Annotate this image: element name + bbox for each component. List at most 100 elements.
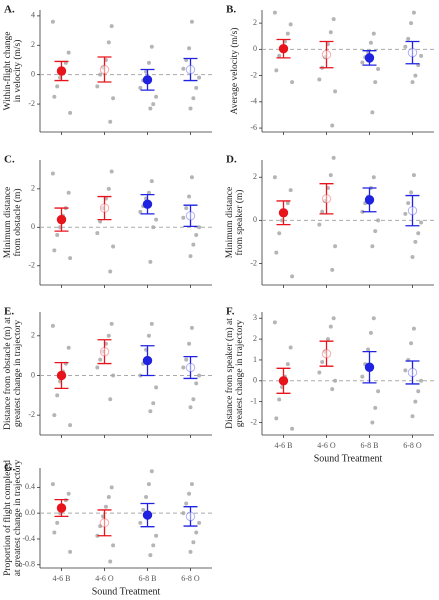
- data-point: [410, 414, 415, 419]
- y-tick-label: 1: [253, 355, 257, 364]
- data-point: [109, 169, 114, 174]
- y-tick-label: -2: [250, 70, 257, 79]
- data-point: [148, 106, 153, 111]
- data-point: [290, 274, 295, 279]
- x-tick-label: 6-8 O: [403, 441, 422, 450]
- data-point: [187, 46, 192, 51]
- data-point: [194, 530, 199, 535]
- mean-marker: [185, 211, 196, 221]
- data-point: [149, 179, 154, 184]
- data-point: [55, 233, 60, 237]
- mean-marker: [278, 376, 289, 386]
- data-point: [370, 110, 375, 115]
- data-point: [373, 405, 378, 410]
- data-point: [416, 231, 421, 236]
- data-point: [290, 80, 295, 85]
- x-tick-label: 6-8 B: [361, 441, 379, 450]
- y-axis-label: Minimum distance: [225, 187, 235, 259]
- data-point: [403, 368, 408, 373]
- data-point: [184, 206, 189, 211]
- mean-marker: [142, 355, 153, 366]
- y-tick-label: -1: [250, 396, 257, 405]
- y-tick-label: 0: [253, 376, 257, 385]
- data-point: [403, 44, 408, 49]
- data-point: [194, 233, 199, 237]
- data-point: [317, 370, 322, 375]
- x-axis-label: Sound Treatment: [314, 453, 383, 464]
- data-point: [376, 67, 381, 72]
- mean-marker: [321, 49, 332, 60]
- data-point: [290, 426, 295, 431]
- data-point: [411, 326, 416, 331]
- mean-marker: [99, 518, 110, 528]
- mean-marker: [142, 75, 153, 85]
- data-point: [111, 543, 116, 548]
- data-point: [111, 244, 116, 249]
- x-tick-label: 6-8 B: [139, 574, 157, 583]
- data-point: [52, 94, 57, 99]
- y-axis-label: Distance from obstacle (m) at: [2, 317, 13, 430]
- data-point: [333, 244, 338, 249]
- data-point: [328, 30, 333, 35]
- data-point: [151, 102, 156, 107]
- data-point: [194, 85, 199, 90]
- data-point: [371, 175, 376, 180]
- data-point: [189, 325, 194, 330]
- data-point: [52, 413, 57, 418]
- data-point: [360, 60, 365, 65]
- y-tick-label: -0.8: [22, 560, 35, 569]
- y-tick-label: 0: [31, 222, 35, 231]
- data-point: [330, 387, 335, 392]
- y-axis-label: greatest change in trajectory: [235, 320, 245, 428]
- data-point: [373, 80, 378, 85]
- y-axis-label: Proportion of flight completed: [2, 460, 13, 576]
- mean-marker: [56, 66, 67, 76]
- data-point: [66, 491, 71, 496]
- data-point: [272, 320, 277, 325]
- data-point: [413, 239, 418, 244]
- data-point: [108, 397, 113, 402]
- mean-marker: [407, 205, 418, 216]
- y-tick-label: -0.4: [22, 534, 35, 543]
- y-tick-label: 2: [253, 18, 257, 27]
- data-point: [109, 24, 114, 29]
- y-axis-label: Within-flight change: [2, 31, 13, 110]
- data-point: [98, 357, 103, 362]
- data-point: [333, 89, 338, 94]
- mean-marker: [185, 64, 196, 75]
- data-point: [320, 209, 325, 214]
- data-point: [285, 362, 290, 367]
- data-point: [370, 420, 375, 425]
- data-point: [50, 482, 55, 487]
- y-tick-label: 0: [31, 70, 35, 79]
- data-point: [154, 385, 159, 390]
- data-point: [50, 323, 55, 328]
- data-point: [111, 373, 116, 378]
- y-tick-label: 0: [253, 215, 257, 224]
- y-tick-label: 3: [253, 313, 257, 322]
- data-point: [191, 242, 196, 247]
- data-point: [108, 559, 113, 564]
- data-point: [146, 333, 151, 338]
- y-tick-label: 0.4: [25, 482, 35, 491]
- data-point: [277, 397, 282, 402]
- y-axis-label: from speaker (m): [234, 190, 245, 256]
- x-tick-label: 4-6 O: [95, 574, 114, 583]
- data-point: [66, 50, 71, 55]
- data-point: [146, 482, 151, 487]
- data-point: [98, 72, 103, 77]
- data-point: [55, 393, 60, 398]
- y-tick-label: 0.0: [25, 508, 35, 517]
- data-point: [285, 31, 290, 36]
- mean-marker: [364, 53, 375, 63]
- data-point: [50, 19, 55, 24]
- data-point: [371, 316, 376, 321]
- data-point: [184, 357, 189, 362]
- data-point: [331, 155, 336, 160]
- mean-marker: [278, 208, 289, 218]
- data-point: [371, 31, 376, 36]
- y-tick-label: 4: [31, 11, 35, 20]
- data-point: [191, 397, 196, 402]
- data-point: [360, 374, 365, 379]
- data-point: [50, 171, 55, 176]
